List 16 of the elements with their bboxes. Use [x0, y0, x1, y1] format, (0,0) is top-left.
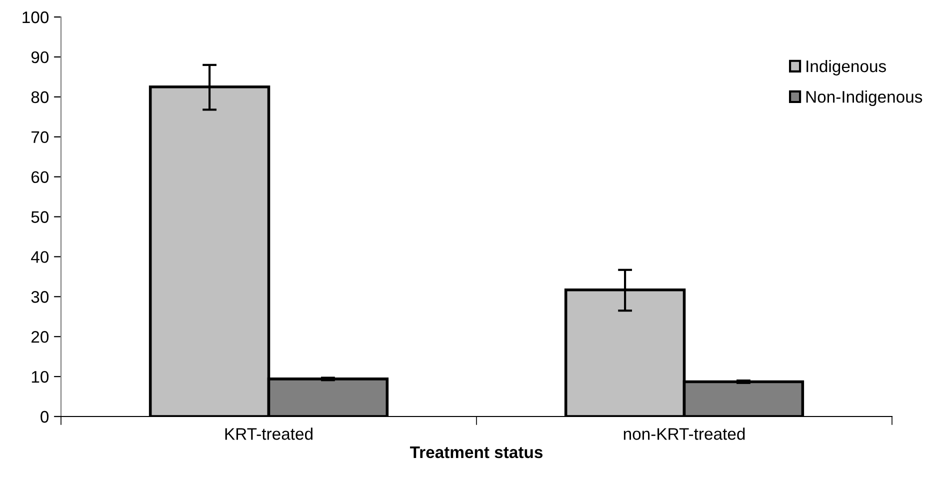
y-tick-label: 20	[31, 331, 49, 343]
y-tick-label: 80	[31, 91, 49, 104]
y-tick-label: 70	[32, 131, 49, 144]
y-tick-label: 10	[32, 370, 49, 383]
legend-label: Indigenous	[806, 60, 886, 76]
y-tick-label: 60	[32, 171, 49, 184]
y-tick-label: 50	[31, 211, 49, 223]
x-tick-label: non-KRT-treated	[624, 428, 745, 440]
y-tick-label: 100	[22, 11, 49, 24]
y-tick-label: 30	[31, 291, 49, 303]
y-tick-label: 40	[31, 251, 49, 263]
x-axis-title: Treatment status	[410, 446, 543, 458]
x-tick-label: KRT-treated	[225, 428, 312, 440]
y-tick-label: 90	[31, 51, 49, 64]
legend-label: Non-Indigenous	[806, 90, 922, 106]
y-tick-label: 0	[40, 410, 49, 423]
